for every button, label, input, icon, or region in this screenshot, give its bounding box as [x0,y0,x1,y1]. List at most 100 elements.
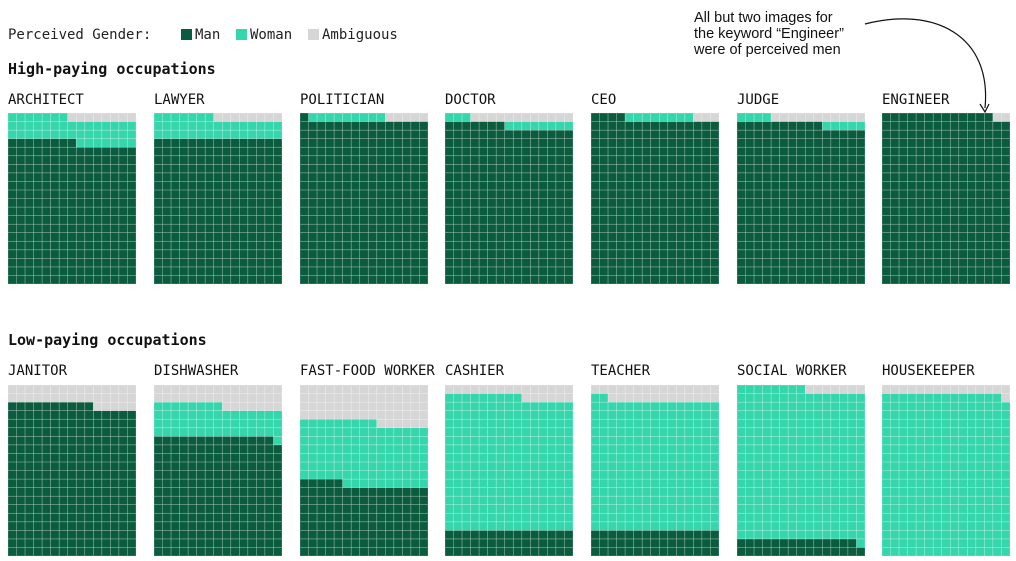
waffle-cell-woman [1001,547,1011,557]
waffle-cell-man [658,547,669,557]
waffle-cell-man [75,189,86,199]
waffle-cell-man [264,146,274,157]
waffle-cell-man [898,189,908,199]
waffle-cell-man [804,249,815,259]
waffle-cell-woman [453,487,463,497]
waffle-cell-woman [958,521,968,531]
waffle-cell-woman [84,121,94,131]
waffle-cell-man [367,121,378,131]
waffle-cell-woman [949,435,960,446]
waffle-cell-man [504,206,514,216]
waffle-cell-man [975,181,985,191]
waffle-cell-man [7,401,17,411]
waffle-cell-woman [264,121,274,131]
waffle-cell-ambiguous [75,112,86,122]
waffle-cell-man [796,240,806,251]
waffle-cell-woman [633,521,643,531]
waffle-cell-man [616,112,626,122]
waffle-cell-man [547,198,557,208]
waffle-cell-woman [762,504,772,514]
waffle-cell-woman [444,112,454,122]
waffle-cell-man [256,275,266,285]
waffle-cell-man [325,275,335,285]
waffle-cell-man [264,504,274,514]
waffle-cell-woman [992,521,1002,531]
waffle-cell-man [221,266,232,276]
waffle-cell-woman [633,478,643,488]
waffle-cell-man [941,249,951,259]
waffle-cell-woman [804,495,815,505]
waffle-cell-woman [564,121,574,131]
waffle-cell-woman [196,129,206,139]
waffle-cell-man [110,495,120,505]
waffle-cell-man [984,129,994,139]
waffle-cell-man [247,232,257,242]
waffle-cell-woman [359,435,369,446]
waffle-cell-woman [487,495,497,505]
waffle-cell-woman [770,487,780,497]
waffle-cell-man [710,198,720,208]
waffle-cell-man [804,146,815,157]
waffle-cell-man [196,444,206,454]
waffle-cell-woman [804,487,815,497]
waffle-cell-woman [984,461,994,471]
waffle-cell-man [239,538,249,548]
waffle-cell-man [67,181,77,191]
waffle-cell-man [641,538,652,548]
waffle-cell-woman [393,453,403,463]
waffle-panel: JANITOR [7,363,137,557]
waffle-cell-man [367,223,378,233]
waffle-cell-man [410,232,420,242]
waffle-cell-man [538,146,548,157]
waffle-cell-man [342,504,352,514]
waffle-cell-man [667,232,677,242]
waffle-cell-ambiguous [1001,393,1011,403]
waffle-cell-woman [478,401,488,411]
waffle-cell-ambiguous [650,393,660,403]
waffle-cell-man [924,112,934,122]
waffle-cell-man [461,223,471,233]
waffle-cell-man [273,172,283,182]
waffle-cell-woman [564,504,574,514]
waffle-cell-woman [736,461,746,471]
waffle-cell-man [170,275,180,285]
waffle-cell-man [444,223,454,233]
waffle-cell-man [316,240,326,251]
waffle-cell-woman [787,435,798,446]
waffle-cell-man [110,521,120,531]
waffle-cell-man [84,206,94,216]
waffle-cell-ambiguous [547,384,557,394]
waffle-cell-man [770,249,780,259]
waffle-cell-man [419,547,429,557]
waffle-cell-man [16,198,26,208]
waffle-cell-ambiguous [376,410,386,420]
waffle-cell-man [779,121,789,131]
waffle-cell-woman [247,427,257,437]
waffle-cell-man [308,223,318,233]
waffle-cell-man [633,266,643,276]
waffle-cell-man [41,164,51,174]
waffle-cell-man [641,275,652,285]
waffle-cell-woman [367,418,378,429]
waffle-cell-man [736,155,746,165]
waffle-cell-ambiguous [555,384,565,394]
waffle-cell-woman [770,478,780,488]
waffle-cell-ambiguous [419,112,429,122]
waffle-cell-man [239,146,249,157]
waffle-cell-man [93,427,103,437]
waffle-cell-man [932,232,943,242]
waffle-cell-man [367,240,378,251]
waffle-cell-ambiguous [110,401,120,411]
waffle-cell-man [342,538,352,548]
waffle-cell-man [419,266,429,276]
waffle-cell-man [264,444,274,454]
waffle-cell-man [7,189,17,199]
waffle-cell-ambiguous [478,112,488,122]
waffle-cell-man [504,172,514,182]
waffle-cell-woman [745,401,755,411]
waffle-cell-man [58,232,69,242]
waffle-cell-woman [495,444,506,454]
waffle-cell-man [992,189,1002,199]
waffle-cell-ambiguous [521,112,531,122]
waffle-cell-man [24,172,34,182]
